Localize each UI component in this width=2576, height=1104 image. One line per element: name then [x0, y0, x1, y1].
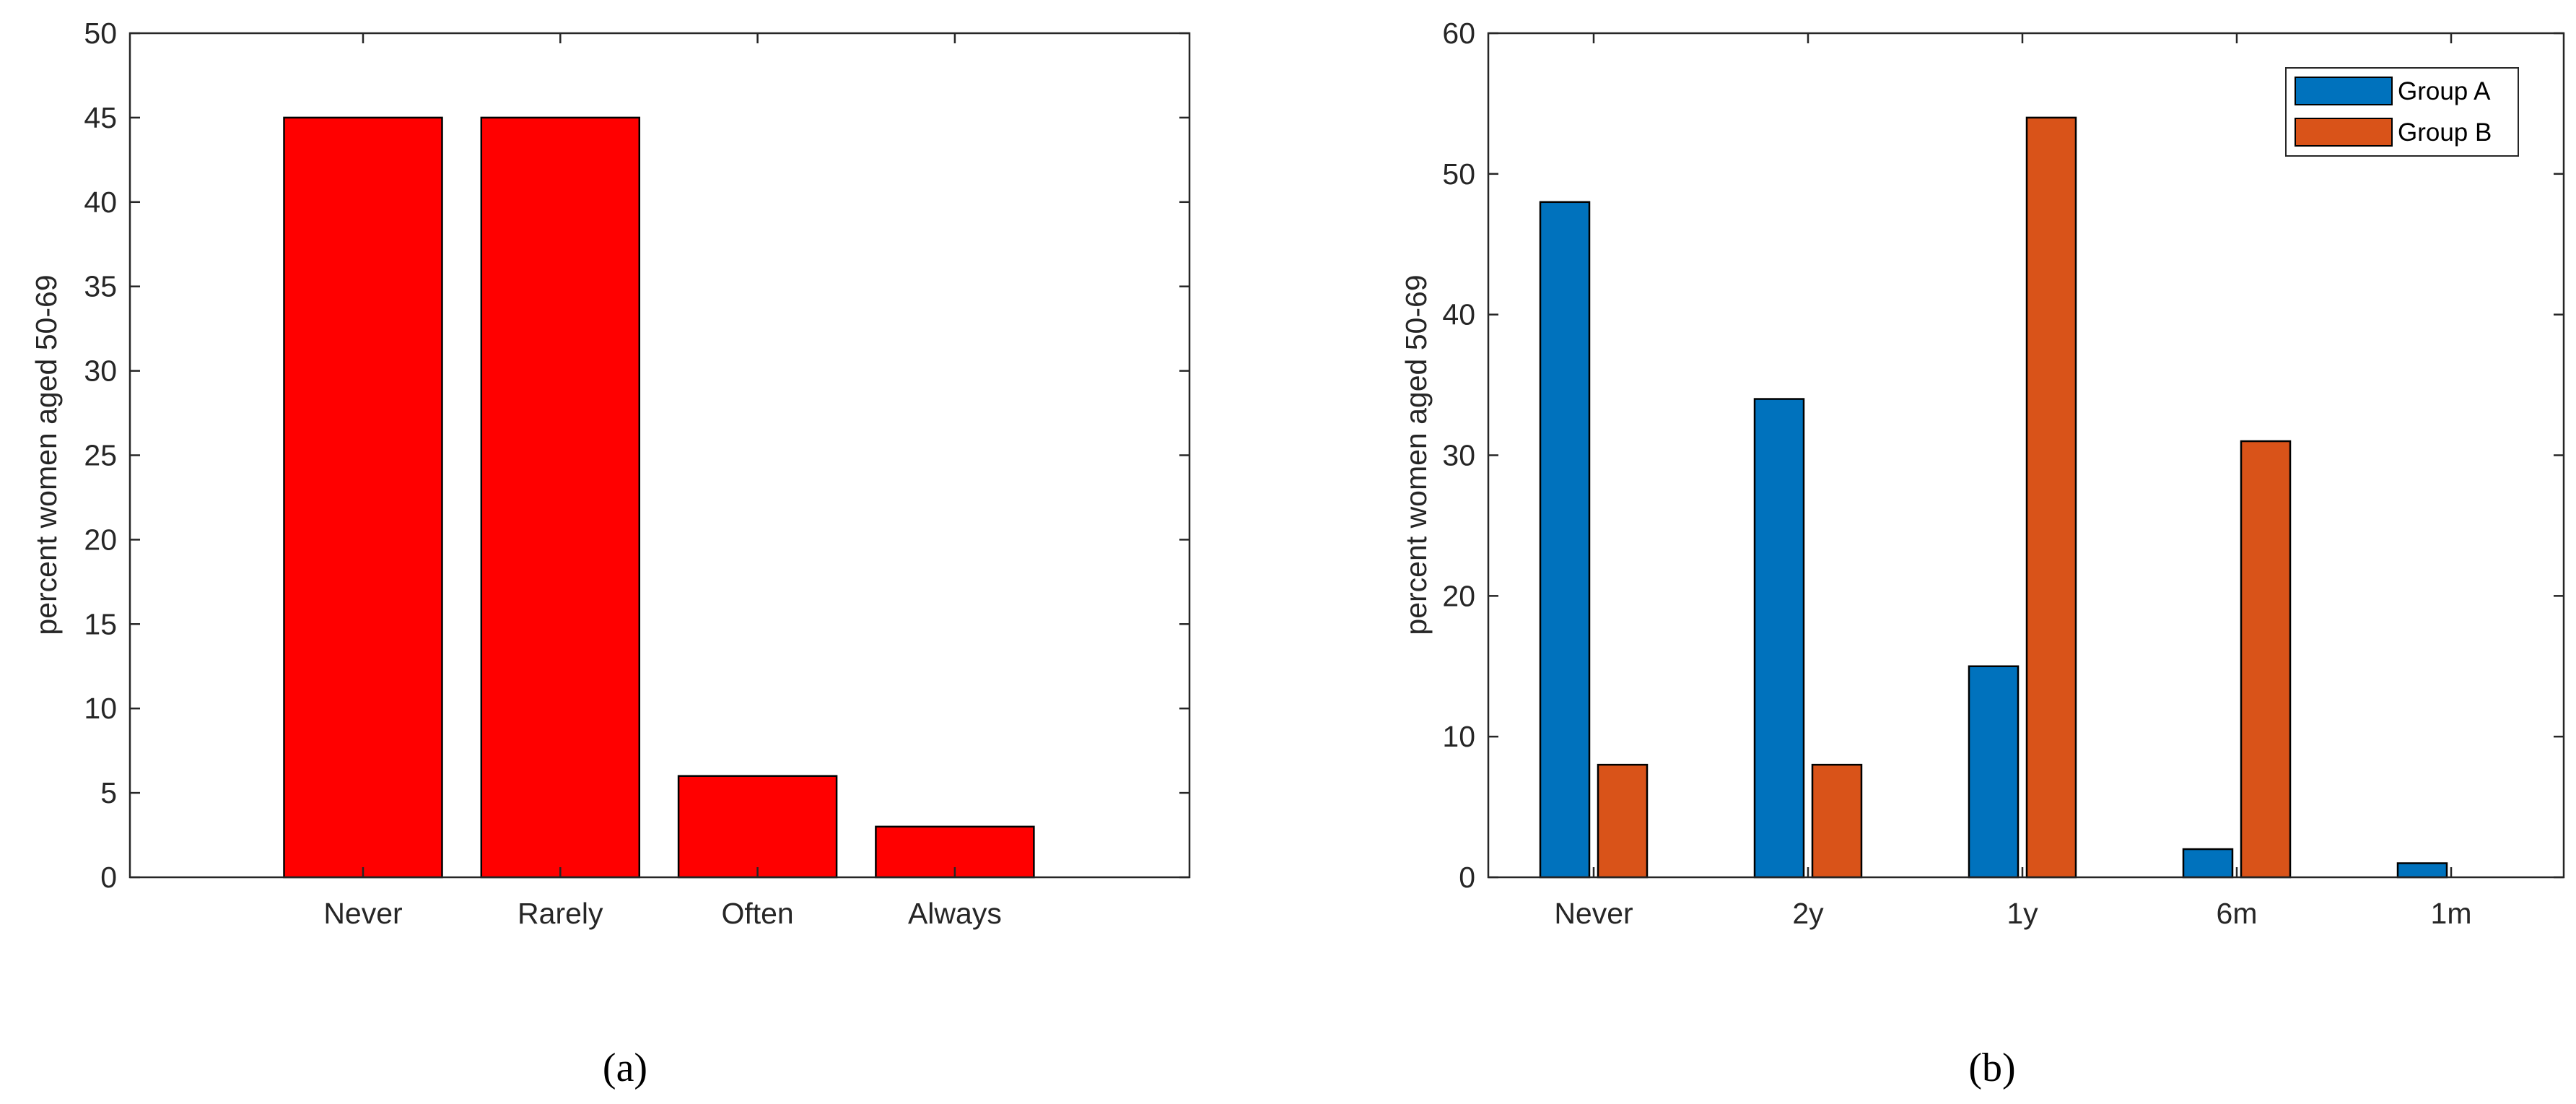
xtick-label: 1y — [2007, 897, 2038, 930]
ytick-label: 30 — [1442, 439, 1475, 472]
ytick-label: 25 — [84, 439, 117, 472]
ytick-label: 0 — [100, 861, 117, 894]
ytick-label: 35 — [84, 270, 117, 303]
ytick-label: 10 — [1442, 720, 1475, 753]
ytick-label: 5 — [100, 776, 117, 809]
bar-group-a-1y — [1968, 665, 2020, 879]
ytick-label: 20 — [1442, 579, 1475, 612]
bar-group-b-2y — [1811, 763, 1863, 879]
bar-rarely — [480, 116, 641, 879]
legend-swatch-group-b — [2295, 118, 2393, 147]
ytick-label: 30 — [84, 355, 117, 388]
bar-group-a-1m — [2396, 862, 2448, 879]
ytick-label: 50 — [1442, 157, 1475, 191]
ytick-label: 0 — [1459, 861, 1475, 894]
chart-b-legend: Group A Group B — [2285, 67, 2519, 157]
chart-a-panel-label: (a) — [603, 1046, 647, 1090]
bar-never — [283, 116, 443, 879]
legend-label-group-b: Group B — [2398, 118, 2492, 147]
chart-a-bars — [283, 116, 1035, 879]
xtick-label: 6m — [2217, 897, 2258, 930]
ytick-label: 60 — [1442, 17, 1475, 50]
ytick-label: 45 — [84, 101, 117, 134]
ytick-label: 50 — [84, 17, 117, 50]
chart-b-ticks: 0 10 20 30 40 50 60 Never 2y 1y 6m 1m — [1442, 17, 2564, 930]
chart-b-ylabel: percent women aged 50-69 — [1400, 274, 1433, 635]
chart-b-bars — [1539, 116, 2448, 879]
ytick-label: 20 — [84, 523, 117, 556]
bar-group-a-2y — [1753, 398, 1805, 879]
bar-group-b-6m — [2240, 440, 2292, 879]
ytick-label: 10 — [84, 692, 117, 725]
xtick-label: Never — [1554, 897, 1633, 930]
legend-swatch-group-a — [2295, 77, 2393, 105]
ytick-label: 40 — [84, 186, 117, 219]
chart-a: 0 5 10 15 20 25 30 35 40 45 50 Never Rarely Often Alwa… — [30, 17, 1191, 1090]
xtick-label: 1m — [2431, 897, 2472, 930]
chart-a-ticks: 0 5 10 15 20 25 30 35 40 45 50 Never Rarely Often Alwa… — [84, 17, 1189, 930]
xtick-label: Never — [323, 897, 402, 930]
chart-a-ylabel: percent women aged 50-69 — [30, 274, 63, 635]
xtick-label: Always — [908, 897, 1002, 930]
xtick-label: Rarely — [518, 897, 603, 930]
ytick-label: 15 — [84, 607, 117, 640]
bar-group-b-1y — [2025, 116, 2077, 879]
bar-group-a-6m — [2182, 848, 2234, 879]
xtick-label: 2y — [1792, 897, 1824, 930]
bar-group-b-never — [1597, 763, 1649, 879]
bar-group-a-never — [1539, 201, 1591, 879]
legend-label-group-a: Group A — [2398, 77, 2491, 105]
chart-b: 0 10 20 30 40 50 60 Never 2y 1y 6m 1m percent women… — [1400, 17, 2565, 1090]
xtick-label: Often — [721, 897, 793, 930]
chart-b-panel-label: (b) — [1968, 1046, 2015, 1090]
ytick-label: 40 — [1442, 298, 1475, 331]
bar-often — [677, 775, 838, 879]
